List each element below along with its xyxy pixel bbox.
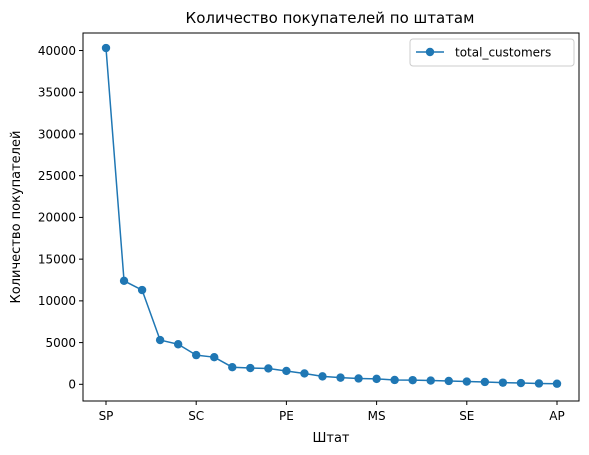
x-axis-label: Штат: [312, 431, 349, 446]
data-point: [264, 364, 273, 373]
data-point: [101, 43, 111, 53]
x-tick-label: SP: [99, 409, 114, 423]
data-point: [462, 377, 471, 386]
data-point: [426, 376, 435, 385]
data-point: [336, 373, 345, 382]
y-tick-label: 25000: [38, 169, 76, 183]
series-line: [105, 47, 558, 385]
data-point: [354, 374, 363, 383]
x-tick-label: SC: [188, 409, 204, 423]
x-axis: SP SC PE MS SE AP: [99, 401, 565, 423]
y-tick-label: 5000: [45, 336, 76, 350]
y-tick-label: 15000: [38, 252, 76, 266]
legend: total_customers: [409, 38, 575, 67]
x-tick-label: SE: [459, 409, 474, 423]
y-tick-label: 35000: [38, 86, 76, 100]
legend-label: total_customers: [455, 46, 551, 60]
data-point: [480, 377, 490, 387]
data-point: [444, 376, 453, 386]
data-point: [372, 374, 381, 384]
x-tick-label: AP: [549, 409, 564, 423]
chart-title: Количество покупателей по штатам: [186, 9, 475, 27]
y-tick-label: 40000: [38, 44, 76, 58]
data-point: [318, 372, 327, 381]
y-tick-label: 20000: [38, 211, 76, 225]
data-point: [173, 340, 183, 349]
legend-box: [409, 38, 575, 67]
y-tick-label: 10000: [38, 294, 76, 308]
data-point: [155, 335, 165, 345]
y-tick-label: 30000: [38, 127, 76, 141]
y-axis: 0 5000 10000 15000 20000 25000 30000 35000 40000: [38, 44, 83, 392]
data-point: [498, 378, 508, 387]
data-point: [192, 350, 201, 360]
y-axis-label: Количество покупателей: [9, 131, 24, 304]
data-point: [408, 375, 417, 385]
plot-frame: [82, 32, 580, 402]
plot-area: [101, 43, 562, 388]
data-point: [282, 366, 291, 376]
data-point: [534, 379, 544, 388]
data-point: [210, 352, 219, 362]
y-tick-label: 0: [68, 378, 76, 392]
data-point: [300, 369, 309, 378]
data-point: [552, 379, 562, 388]
data-point: [516, 378, 526, 388]
data-point: [119, 276, 129, 286]
data-point: [137, 285, 147, 295]
data-point: [390, 375, 399, 385]
data-point: [246, 363, 255, 373]
x-tick-label: MS: [368, 409, 386, 423]
data-point: [228, 363, 237, 372]
legend-marker-swatch: [425, 47, 435, 57]
x-tick-label: PE: [279, 409, 294, 423]
